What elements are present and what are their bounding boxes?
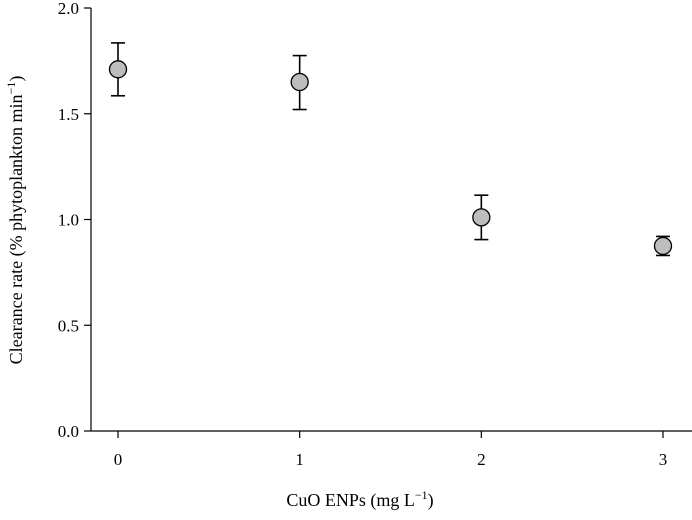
y-tick-label: 0.0 — [58, 422, 79, 441]
y-ticks: 0.0 0.5 1.0 1.5 2.0 — [58, 0, 91, 441]
x-tick-label: 1 — [295, 450, 304, 469]
x-tick-label: 3 — [659, 450, 668, 469]
y-tick-label: 2.0 — [58, 0, 79, 18]
error-bars — [111, 42, 670, 257]
x-ticks: 0 1 2 3 — [114, 431, 668, 469]
x-tick-label: 0 — [114, 450, 123, 469]
x-tick-label: 2 — [477, 450, 486, 469]
axes — [90, 8, 692, 432]
data-point — [472, 208, 491, 227]
data-point — [108, 60, 128, 79]
y-axis-label: Clearance rate (% phytoplankton min−1) — [4, 76, 27, 365]
x-axis-label: CuO ENPs (mg L−1) — [286, 488, 433, 511]
y-tick-label: 1.5 — [58, 105, 79, 124]
data-point — [290, 72, 309, 92]
y-tick-label: 0.5 — [58, 316, 79, 335]
data-point — [653, 236, 673, 256]
data-points — [108, 60, 673, 256]
y-tick-label: 1.0 — [58, 211, 79, 230]
